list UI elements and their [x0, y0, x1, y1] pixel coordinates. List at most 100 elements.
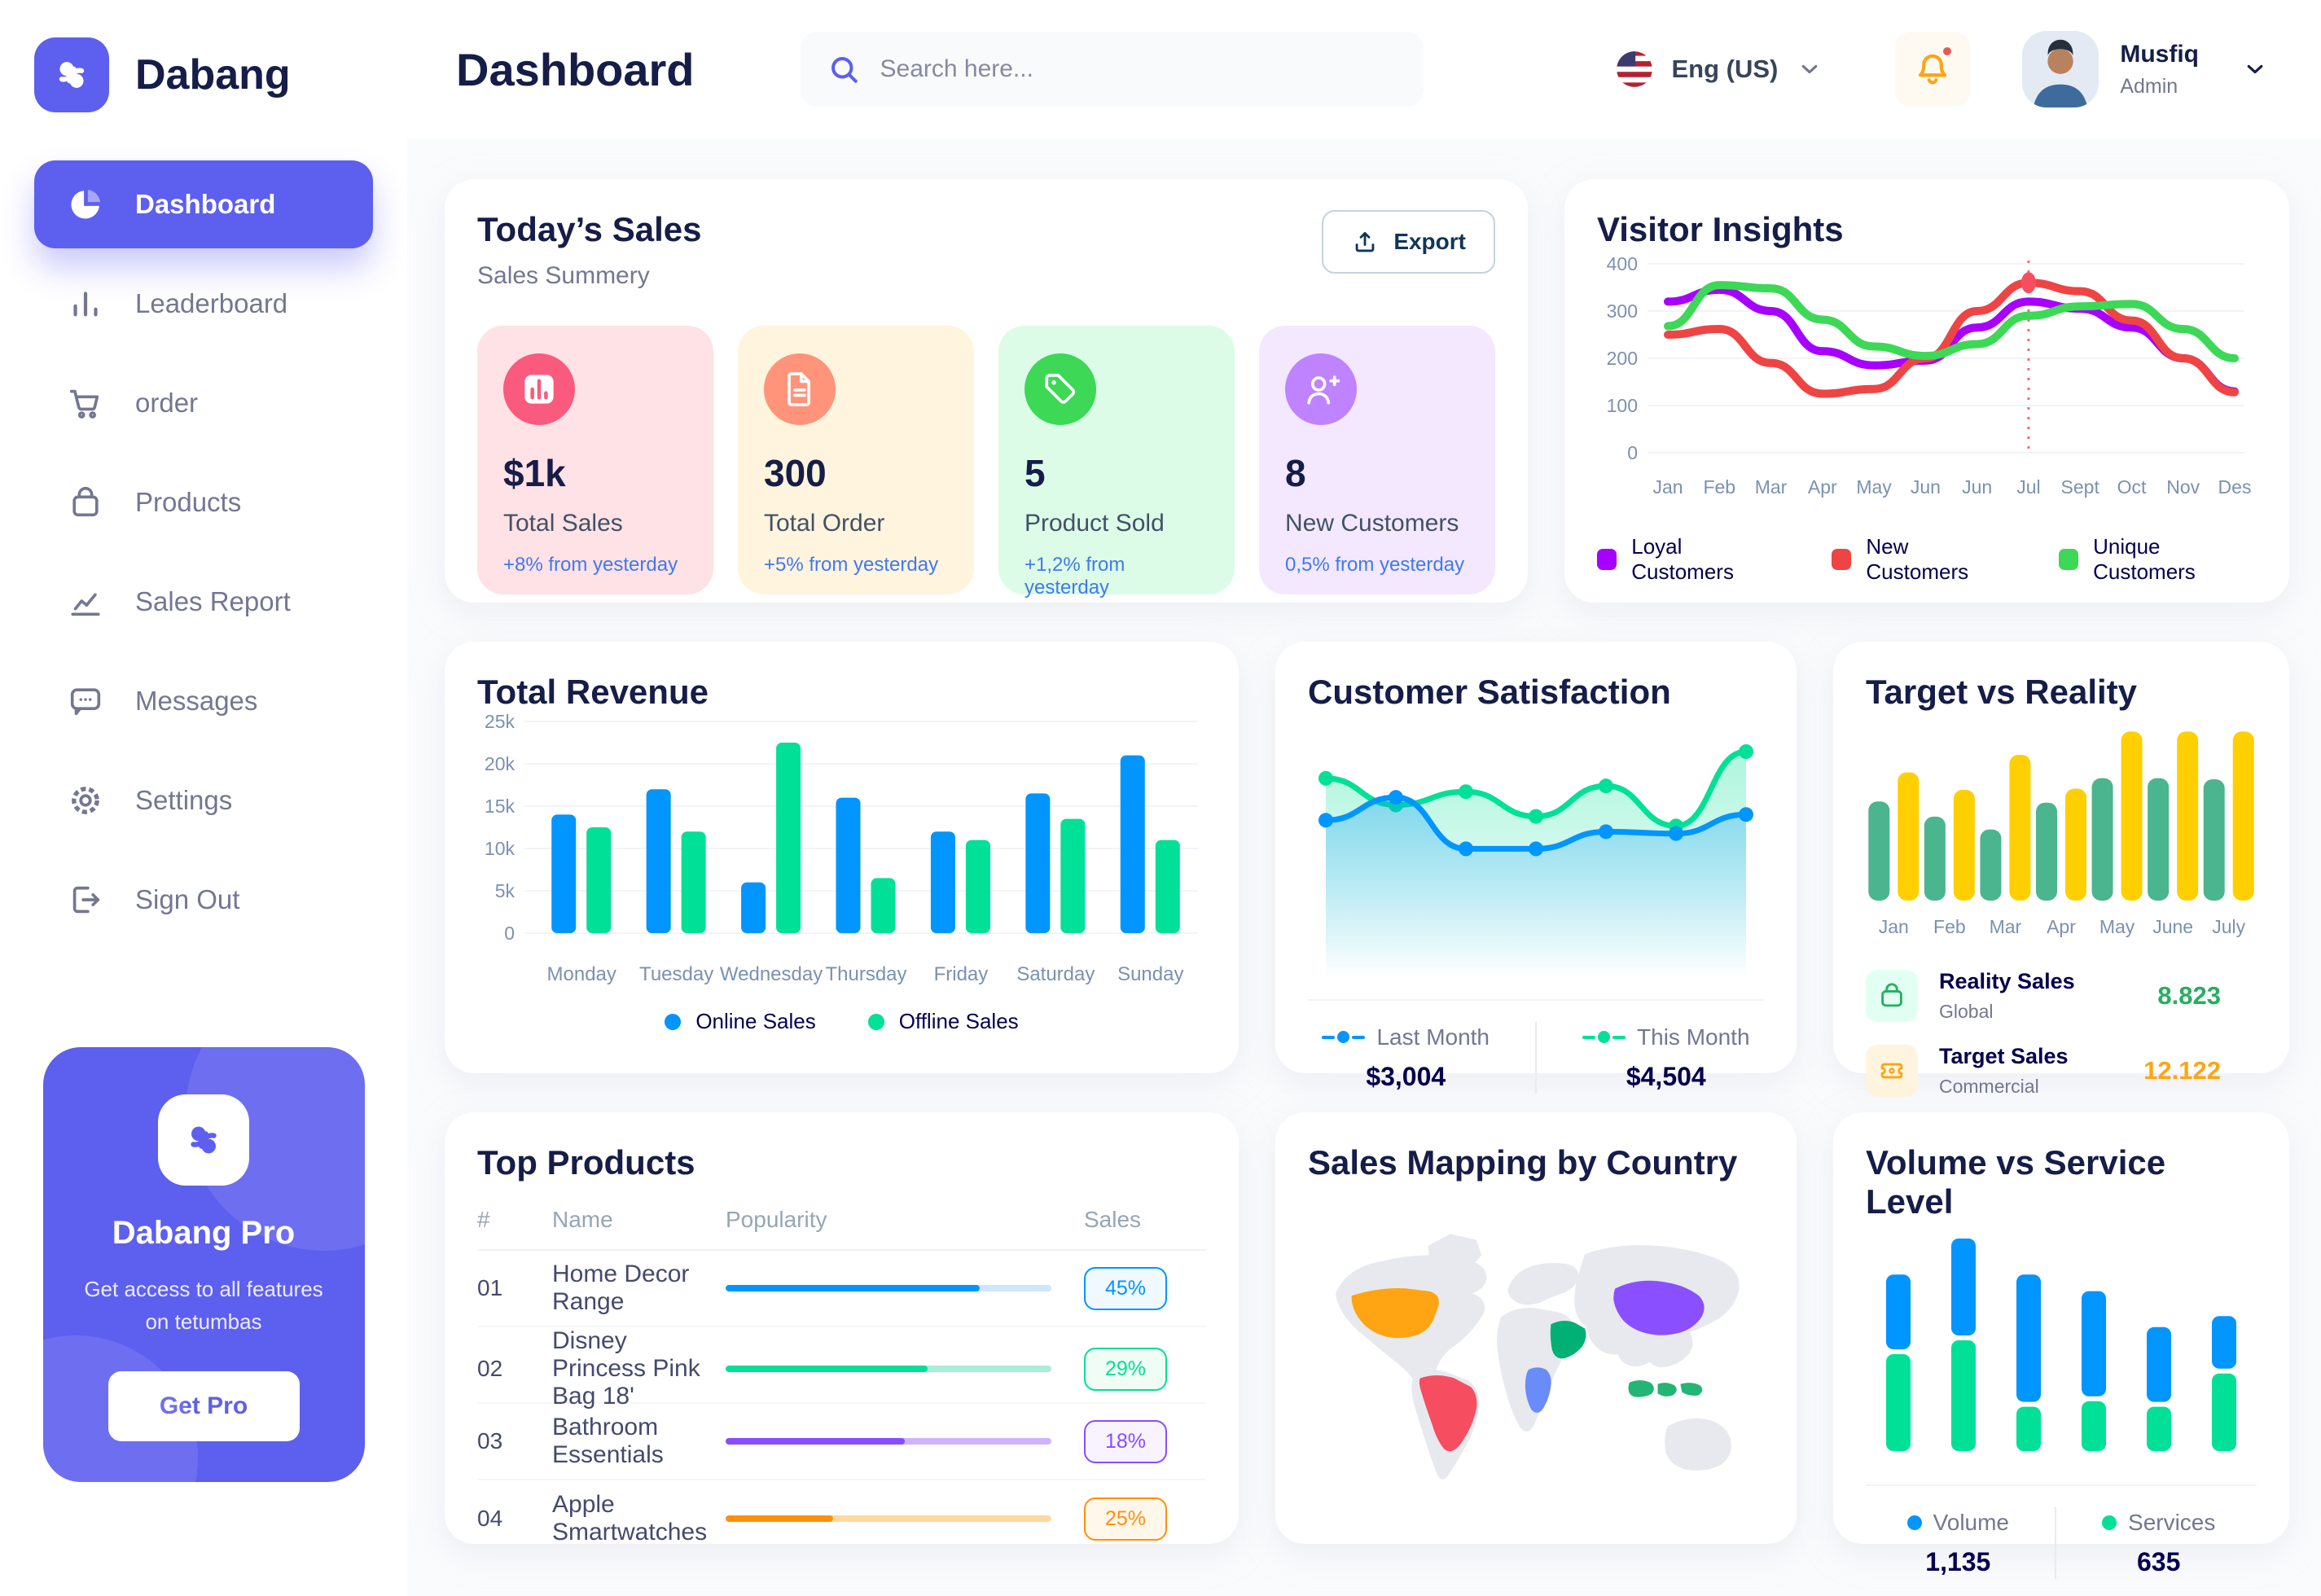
legend-label: Online Sales: [695, 1009, 816, 1033]
pro-subtitle: Get access to all features on tetumbas: [84, 1277, 323, 1335]
volume-service-card: Volume vs Service Level Volume 1,135 Ser…: [1833, 1112, 2289, 1579]
svg-text:Friday: Friday: [934, 963, 989, 985]
country-saudi: [1550, 1321, 1586, 1359]
sidebar-item-label: Dashboard: [135, 189, 276, 219]
sidebar-item-sign-out[interactable]: Sign Out: [34, 856, 373, 944]
bar-columns-icon: [67, 285, 104, 322]
sidebar-item-products[interactable]: Products: [34, 458, 373, 546]
sidebar-item-leaderboard[interactable]: Leaderboard: [34, 260, 373, 348]
svg-text:10k: 10k: [485, 838, 516, 859]
bell-icon: [1919, 54, 1947, 85]
svg-text:25k: 25k: [485, 712, 516, 732]
col-sales: Sales: [1084, 1207, 1142, 1232]
legend-label: Offline Sales: [898, 1009, 1019, 1033]
product-rank: 04: [477, 1506, 503, 1531]
stat-card-product-sold[interactable]: 5 Product Sold +1,2% from yesterday: [998, 326, 1235, 598]
svg-text:Feb: Feb: [1933, 916, 1966, 937]
product-name: Disney Princess Pink Bag 18': [552, 1327, 700, 1410]
total-revenue-legend: Online Sales Offline Sales: [477, 1009, 1206, 1034]
country-usa: [1351, 1288, 1439, 1339]
services-dot: [2102, 1515, 2117, 1530]
notification-badge: [1941, 45, 1955, 58]
todays-sales-subtitle: Sales Summery: [477, 262, 650, 289]
last-month-marker: [1322, 1031, 1366, 1043]
target-vs-reality-chart: Jan Feb Mar Apr May June July: [1866, 712, 2257, 948]
ticket-icon: [1866, 1045, 1918, 1097]
col-num: #: [477, 1207, 490, 1232]
top-products-card: Top Products # Name Popularity Sales 01 H…: [445, 1112, 1239, 1546]
pie-chart-icon: [67, 186, 104, 223]
legend-label: Loyal Customers: [1631, 534, 1734, 584]
product-name: Bathroom Essentials: [552, 1414, 664, 1468]
notifications-button[interactable]: [1895, 32, 1971, 107]
user-name: Musfiq: [2120, 40, 2199, 68]
europe: [1507, 1262, 1579, 1305]
export-button[interactable]: Export: [1322, 210, 1495, 274]
svg-text:Jan: Jan: [1879, 916, 1909, 937]
get-pro-button[interactable]: Get Pro: [107, 1370, 300, 1441]
svg-text:300: 300: [1607, 300, 1638, 322]
us-flag-icon: [1616, 50, 1653, 88]
svg-text:June: June: [2152, 916, 2193, 937]
visitor-insights-legend: Loyal Customers New Customers Unique Cus…: [1597, 534, 2257, 585]
target-sales-sub: Commercial: [1939, 1076, 2039, 1097]
bag-icon: [67, 484, 104, 521]
legend-label: Unique Customers: [2093, 534, 2196, 584]
last-month-value: $3,004: [1366, 1061, 1446, 1091]
world-map: [1308, 1205, 1764, 1515]
sidebar-item-messages[interactable]: Messages: [34, 657, 373, 745]
country-brazil: [1419, 1375, 1477, 1452]
gear-icon: [67, 782, 104, 819]
product-row[interactable]: 03 Bathroom Essentials 18%: [477, 1404, 1206, 1480]
legend-label: Last Month: [1376, 1024, 1490, 1050]
target-vs-reality-card: Target vs Reality Jan Feb Mar Apr May June Jul…: [1833, 642, 2289, 1097]
sales-stats: $1k Total Sales +8% from yesterday 300 Total…: [477, 326, 1495, 598]
popularity-bar: [726, 1515, 1051, 1522]
svg-text:100: 100: [1607, 395, 1638, 416]
sidebar-item-order[interactable]: order: [34, 359, 373, 447]
product-row[interactable]: 02 Disney Princess Pink Bag 18' 29%: [477, 1327, 1206, 1410]
volume-service-title: Volume vs Service Level: [1866, 1143, 2166, 1221]
chevron-down-icon: [1801, 64, 1818, 74]
online-sales-dot: [665, 1013, 682, 1030]
stat-card-total-sales[interactable]: $1k Total Sales +8% from yesterday: [477, 326, 713, 594]
sales-badge: 25%: [1084, 1497, 1168, 1541]
legend-divider: [2055, 1507, 2057, 1579]
svg-text:Monday: Monday: [547, 963, 616, 985]
target-sales-row: Target Sales Commercial 12.122: [1866, 1044, 2257, 1098]
language-selector[interactable]: Eng (US): [1616, 50, 1823, 88]
volume-service-chart: [1866, 1221, 2257, 1470]
svg-text:20k: 20k: [485, 753, 516, 774]
col-popularity: Popularity: [726, 1207, 827, 1232]
row-3: Top Products # Name Popularity Sales 01 H…: [445, 1112, 2289, 1579]
product-row[interactable]: 01 Home Decor Range 45%: [477, 1251, 1206, 1327]
user-menu[interactable]: Musfiq Admin: [2022, 31, 2269, 107]
sidebar-menu: Dashboard Leaderboard order Products Sales R…: [0, 155, 407, 949]
stat-card-total-order[interactable]: 300 Total Order +5% from yesterday: [738, 326, 974, 594]
stat-value: 8: [1285, 452, 1306, 494]
chevron-down-icon: [2247, 64, 2263, 74]
reality-sales-sub: Global: [1939, 1001, 1994, 1022]
sidebar-item-settings[interactable]: Settings: [34, 756, 373, 844]
svg-text:0: 0: [1627, 442, 1638, 463]
export-label: Export: [1393, 229, 1466, 254]
export-icon: [1355, 231, 1375, 252]
sidebar-item-dashboard[interactable]: Dashboard: [34, 160, 373, 248]
svg-text:Mar: Mar: [1755, 476, 1788, 498]
svg-text:Des: Des: [2218, 476, 2252, 498]
country-china: [1613, 1280, 1705, 1335]
services-value: 635: [2137, 1546, 2181, 1576]
stat-card-new-customers[interactable]: 8 New Customers 0,5% from yesterday: [1259, 326, 1495, 594]
popularity-bar: [726, 1366, 1051, 1372]
svg-text:Apr: Apr: [1808, 476, 1837, 498]
sidebar-item-sales-report[interactable]: Sales Report: [34, 558, 373, 646]
volume-dot: [1906, 1515, 1922, 1530]
page-title: Dashboard: [456, 43, 695, 95]
search-input[interactable]: [880, 55, 1397, 83]
user-role: Admin: [2120, 74, 2178, 98]
svg-text:200: 200: [1607, 348, 1638, 369]
todays-sales-title: Today’s Sales: [477, 210, 702, 248]
product-row[interactable]: 04 Apple Smartwatches 25%: [477, 1480, 1206, 1557]
stat-value: 300: [764, 452, 827, 494]
